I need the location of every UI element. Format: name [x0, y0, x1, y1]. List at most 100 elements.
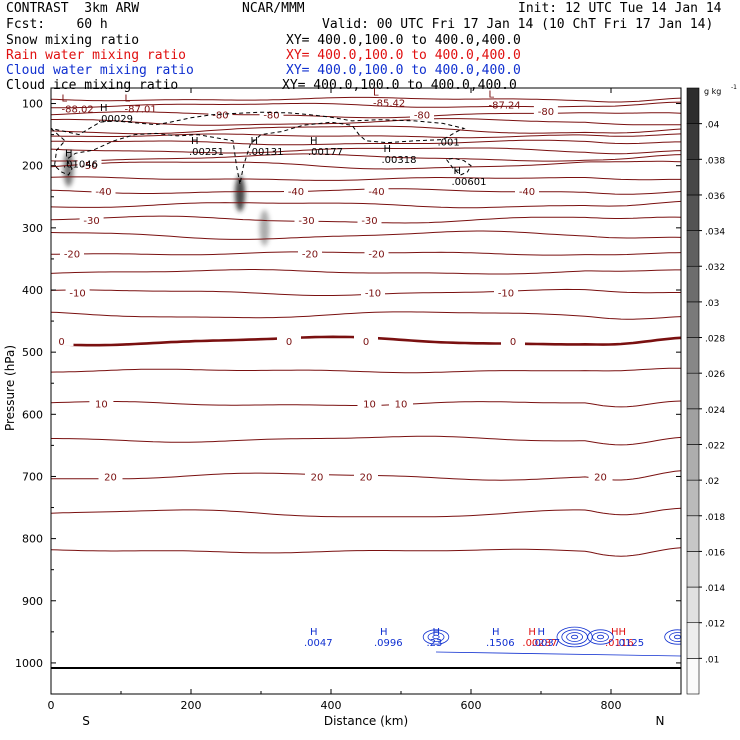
temperature-low-value: -87.24 — [489, 100, 521, 111]
temperature-contour-label: -80 — [538, 107, 554, 118]
colorbar-tick-label: .038 — [705, 156, 725, 166]
temperature-contour-label: -80 — [263, 111, 279, 122]
cloud-ice-max-value: .01046 — [63, 159, 98, 170]
x-axis-label: Distance (km) — [324, 714, 408, 728]
low-level-max-marker: H — [492, 627, 500, 638]
colorbar-segment — [686, 194, 700, 231]
contour-label-gap — [410, 108, 434, 120]
cloud-ice-max-value: .00251 — [189, 147, 224, 158]
temperature-contour-line — [51, 118, 681, 126]
colorbar-segment — [686, 551, 700, 588]
temperature-low-value: -87.01 — [125, 105, 157, 116]
temperature-contour-label: -30 — [298, 216, 314, 227]
low-level-max-marker: HH — [611, 627, 626, 638]
temperature-contour-line — [51, 230, 681, 240]
cloud-ice-max-value: .00177 — [308, 147, 343, 158]
contour-label-gap — [65, 286, 90, 298]
x-tick-label: 0 — [48, 699, 55, 712]
cloud-water-contour-ring — [587, 629, 614, 645]
colorbar-tick-label: .04 — [705, 121, 720, 131]
valid-time: Valid: 00 UTC Fri 17 Jan 14 (10 ChT Fri … — [322, 17, 714, 32]
colorbar-segment — [686, 479, 700, 517]
snow-shading-blob — [259, 209, 270, 246]
temperature-contour-label: 20 — [311, 472, 324, 483]
temperature-contour-line — [51, 147, 681, 155]
temperature-contour-line — [51, 139, 681, 146]
colorbar-segment — [686, 408, 700, 445]
colorbar-tick-label: .03 — [705, 299, 719, 309]
temperature-contour-line — [51, 96, 681, 103]
colorbar-tick-label: .02 — [705, 477, 719, 487]
cloud-water-contour-ring — [673, 634, 681, 640]
cloud-water-contour-ring — [427, 632, 445, 642]
low-level-max-value: .0047 — [304, 638, 333, 649]
colorbar-tick-label: .014 — [705, 584, 725, 594]
low-level-max-marker: H — [310, 627, 318, 638]
colorbar-segment — [686, 301, 700, 338]
colorbar-tick-label: .028 — [705, 335, 725, 345]
low-level-max-value: .0116 — [605, 638, 634, 649]
cloud-water-contour-base — [435, 651, 681, 657]
low-level-max-value: .00287 — [522, 638, 557, 649]
colorbar-tick-label: .036 — [705, 192, 725, 202]
temperature-low-marker: L — [373, 87, 379, 98]
field-name-cloud-water: Cloud water mixing ratio — [6, 63, 194, 78]
temperature-contour-line — [51, 367, 681, 374]
contour-label-gap — [77, 159, 102, 171]
low-level-max-value: .1506 — [486, 638, 515, 649]
temperature-contour-line — [51, 101, 681, 109]
cloud-water-contour-ring — [561, 629, 588, 645]
temperature-contour-label: -20 — [64, 249, 80, 260]
colorbar-segment — [686, 586, 700, 624]
colorbar-segment — [686, 658, 700, 695]
contour-label-gap — [60, 247, 84, 259]
cloud-ice-max-value: .00131 — [249, 147, 284, 158]
contour-label-gap — [294, 213, 319, 225]
y-tick-label: 300 — [22, 222, 43, 235]
temperature-contour-line — [51, 133, 681, 139]
cloud-ice-max-marker: H — [65, 148, 73, 159]
field-xy-cloud-ice: XY= 400.0,100.0 to 400.0,400.0 — [282, 78, 517, 93]
temperature-low-marker: L — [62, 94, 68, 105]
contour-label-gap — [357, 213, 382, 225]
low-level-max-value: .0037 — [532, 638, 561, 649]
cloud-ice-max-marker: H — [191, 136, 199, 147]
contour-label-gap — [501, 334, 525, 346]
colorbar-tick-label: .018 — [705, 513, 725, 523]
y-axis-label: Pressure (hPa) — [3, 345, 17, 431]
contour-label-gap — [277, 334, 301, 346]
low-level-max-marker: H — [538, 627, 546, 638]
temperature-contour-label: -30 — [83, 216, 99, 227]
temperature-contour-label: -40 — [288, 187, 304, 198]
low-level-max-value: .0996 — [374, 638, 403, 649]
cloud-ice-max-marker: H — [384, 144, 392, 155]
contour-label-gap — [494, 286, 518, 298]
colorbar-tick-label: .012 — [705, 620, 725, 630]
x-tick-label: 600 — [461, 699, 482, 712]
temperature-contour-line — [51, 547, 681, 557]
center-title: NCAR/MMM — [242, 1, 305, 16]
contour-label-gap — [364, 247, 389, 259]
temperature-contour-label: 10 — [363, 400, 376, 411]
temperature-contour-label: -40 — [368, 187, 384, 198]
cloud-water-contour-ring — [432, 634, 440, 640]
cloud-water-contour-ring — [570, 634, 579, 640]
x-tick-label: 200 — [181, 699, 202, 712]
x-tick-label: 400 — [321, 699, 342, 712]
colorbar-tick-label: .022 — [705, 441, 725, 451]
temperature-contour-label: -20 — [302, 249, 318, 260]
contour-label-gap — [533, 104, 558, 116]
contour-label-gap — [515, 185, 539, 197]
temperature-contour-label: 20 — [594, 472, 607, 483]
colorbar-segment — [686, 230, 700, 267]
contour-label-gap — [284, 185, 308, 197]
snow-shading-blob — [235, 175, 245, 212]
temperature-contour-line — [51, 435, 681, 446]
y-tick-label: 1000 — [15, 657, 43, 670]
temperature-contour-label: 0 — [363, 337, 369, 348]
axes-layer: 0 200 400 600 800100200300400500600700800900… — [15, 88, 681, 712]
temperature-contour-line — [51, 269, 681, 275]
y-tick-label: 100 — [22, 98, 43, 111]
temperature-contour-label: -30 — [361, 216, 377, 227]
